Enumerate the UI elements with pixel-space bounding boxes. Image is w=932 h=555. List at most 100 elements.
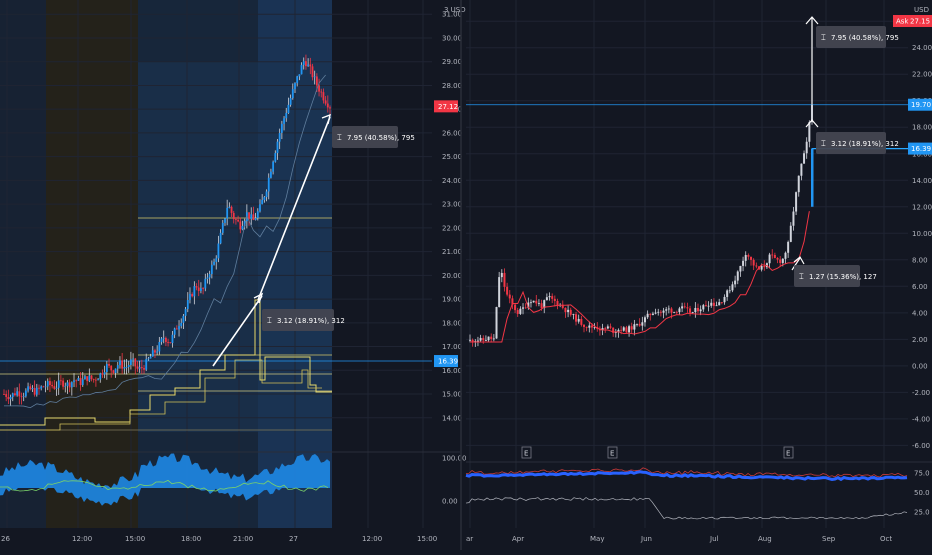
candle-body [553, 298, 556, 301]
candle-body [720, 302, 723, 303]
candle-body [129, 359, 132, 365]
candle-body [59, 380, 62, 382]
y-tick-label: 30.00 [442, 34, 462, 42]
candle-body [511, 298, 514, 305]
y-tick-label: -2.00 [912, 389, 930, 397]
candle-body [728, 290, 731, 292]
measure-label: 1.27 (15.36%), 127 [809, 273, 877, 281]
candle-body [665, 309, 668, 311]
candle-body [239, 221, 242, 230]
candle-body [127, 364, 130, 368]
candle-body [154, 350, 156, 353]
candle-body [760, 266, 763, 270]
y-tick-label: 26.00 [442, 129, 462, 137]
candle-body [503, 272, 506, 287]
measure-label-icon: ⌶ [337, 133, 342, 142]
measure-label-icon: ⌶ [821, 139, 826, 148]
candle-body [291, 89, 294, 99]
measure-label-bg [332, 126, 398, 148]
candle-body [309, 64, 312, 67]
candle-body [156, 351, 159, 353]
candle-body [31, 388, 34, 390]
candle-body [202, 288, 205, 289]
candle-body [691, 312, 694, 313]
candle-body [575, 314, 578, 322]
candle-body [259, 204, 261, 212]
y-tick-label: 31.00 [442, 11, 462, 19]
y-tick-label: 18.00 [912, 124, 932, 132]
y-tick-label: 15.00 [442, 391, 462, 399]
candle-body [18, 391, 21, 397]
candle-body [479, 337, 482, 341]
price-tag-label: 19.70 [911, 101, 931, 109]
candle-body [322, 92, 325, 101]
candle-body [226, 207, 229, 219]
candle-body [524, 307, 527, 309]
x-tick-label: ar [466, 535, 473, 543]
candle-body [744, 255, 747, 261]
y-tick-label: 10.00 [912, 230, 932, 238]
candle-body [482, 337, 485, 341]
candle-body [318, 85, 320, 92]
candle-body [543, 300, 546, 309]
candle-body [184, 308, 187, 316]
candle-body [62, 380, 64, 387]
candle-body [278, 132, 281, 142]
candle-body [702, 305, 705, 310]
candle-body [206, 277, 209, 279]
candle-body [123, 367, 126, 369]
candle-body [736, 271, 739, 281]
indicator-tick-label: 75.0 [914, 470, 930, 478]
y-tick-label: 17.00 [442, 343, 462, 351]
candle-body [506, 286, 509, 295]
candle-body [649, 313, 652, 315]
candle-body [81, 379, 84, 385]
candle-body [77, 378, 80, 381]
candle-body [527, 302, 530, 308]
measure-label-bg [262, 309, 334, 331]
candle-body [532, 300, 535, 303]
indicator-red-line [465, 467, 908, 478]
candle-body [662, 310, 665, 313]
candle-body [773, 255, 776, 258]
level-price-label: 16.39 [438, 358, 458, 366]
candle-body [583, 324, 585, 327]
candle-body [103, 372, 106, 375]
candle-body [498, 277, 501, 308]
candle-body [283, 118, 285, 124]
indicator-gray-line [465, 497, 908, 520]
candle-body [208, 274, 211, 278]
candle-body [590, 325, 593, 328]
candle-body [210, 264, 213, 275]
candle-body [792, 211, 795, 226]
candle-body [718, 302, 721, 306]
candle-body [797, 175, 800, 193]
last-price-label: 27.12 [438, 103, 458, 111]
candle-body [165, 337, 167, 343]
candle-body [302, 61, 305, 65]
candle-body [689, 308, 692, 313]
candle-body [189, 294, 191, 300]
candle-body [160, 338, 163, 342]
candle-body [29, 386, 32, 390]
candle-body [200, 288, 202, 291]
indicator-tick-label: 25.0 [914, 508, 930, 516]
candle-body [121, 360, 124, 369]
y-tick-label: 14.00 [442, 414, 462, 422]
candle-body [24, 390, 27, 397]
candle-body [296, 76, 299, 84]
candle-body [136, 366, 139, 369]
candle-body [272, 161, 275, 172]
candle-body [132, 358, 134, 360]
candle-body [795, 192, 798, 212]
y-tick-label: 22.00 [442, 224, 462, 232]
candle-body [285, 113, 288, 119]
candle-body [178, 326, 180, 330]
candle-body [232, 212, 235, 220]
y-tick-label: 12.00 [912, 203, 932, 211]
candle-body [529, 302, 532, 304]
x-tick-label: 27 [289, 535, 298, 543]
y-tick-label: 20.00 [442, 272, 462, 280]
